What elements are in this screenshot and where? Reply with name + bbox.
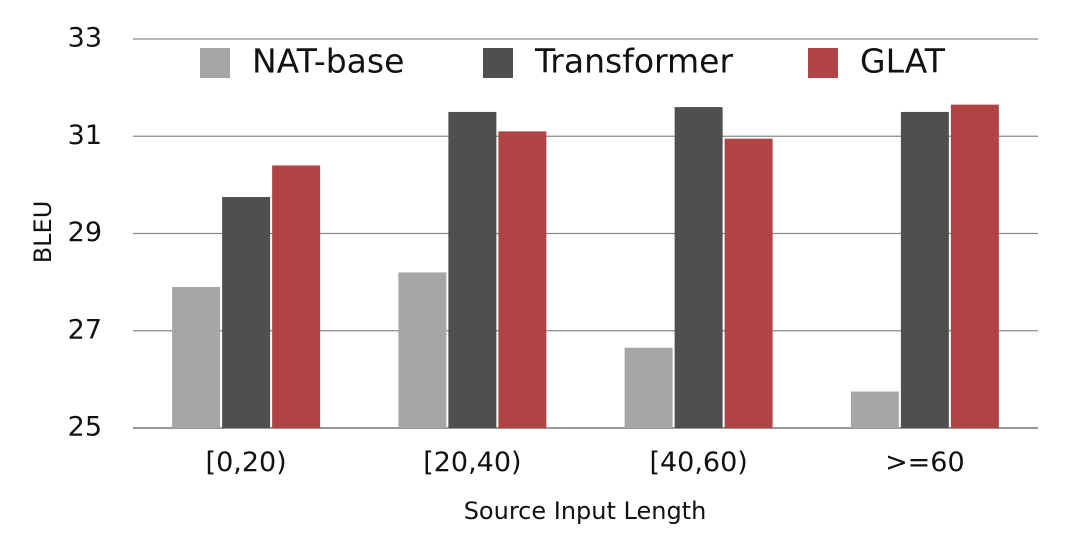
y-tick-label: 29: [68, 217, 102, 248]
y-axis-title: BLEU: [29, 201, 57, 264]
legend-label: GLAT: [860, 42, 946, 81]
bar-transformer: [674, 107, 723, 428]
bar-transformer: [448, 111, 497, 428]
bars: [172, 104, 999, 429]
y-tick-label: 33: [68, 23, 102, 54]
legend-label: NAT-base: [252, 42, 404, 81]
x-tick-label: [0,20): [206, 447, 287, 478]
legend-swatch: [200, 48, 230, 78]
bar-glat: [498, 131, 547, 428]
x-tick-label: [40,60): [649, 447, 747, 478]
bar-glat: [724, 138, 773, 428]
legend-label: Transformer: [534, 42, 733, 81]
y-tick-label: 31: [68, 120, 102, 151]
y-tick-label: 25: [68, 412, 102, 443]
y-axis-ticks: 25 27 29 31 33: [68, 23, 102, 443]
x-axis-title: Source Input Length: [464, 497, 707, 525]
legend-swatch: [808, 48, 838, 78]
bar-transformer: [900, 111, 949, 428]
bar-transformer: [222, 197, 271, 428]
bar-glat: [950, 104, 999, 429]
x-tick-label: [20,40): [423, 447, 521, 478]
bar-nat-base: [172, 286, 221, 428]
bar-nat-base: [624, 347, 673, 428]
legend-swatch: [483, 48, 513, 78]
legend: NAT-base Transformer GLAT: [200, 42, 946, 81]
x-tick-label: >=60: [885, 447, 965, 478]
bar-nat-base: [398, 272, 447, 428]
bar-glat: [272, 165, 321, 429]
bar-nat-base: [850, 391, 899, 428]
y-tick-label: 27: [68, 314, 102, 345]
x-axis-ticks: [0,20) [20,40) [40,60) >=60: [206, 447, 965, 478]
